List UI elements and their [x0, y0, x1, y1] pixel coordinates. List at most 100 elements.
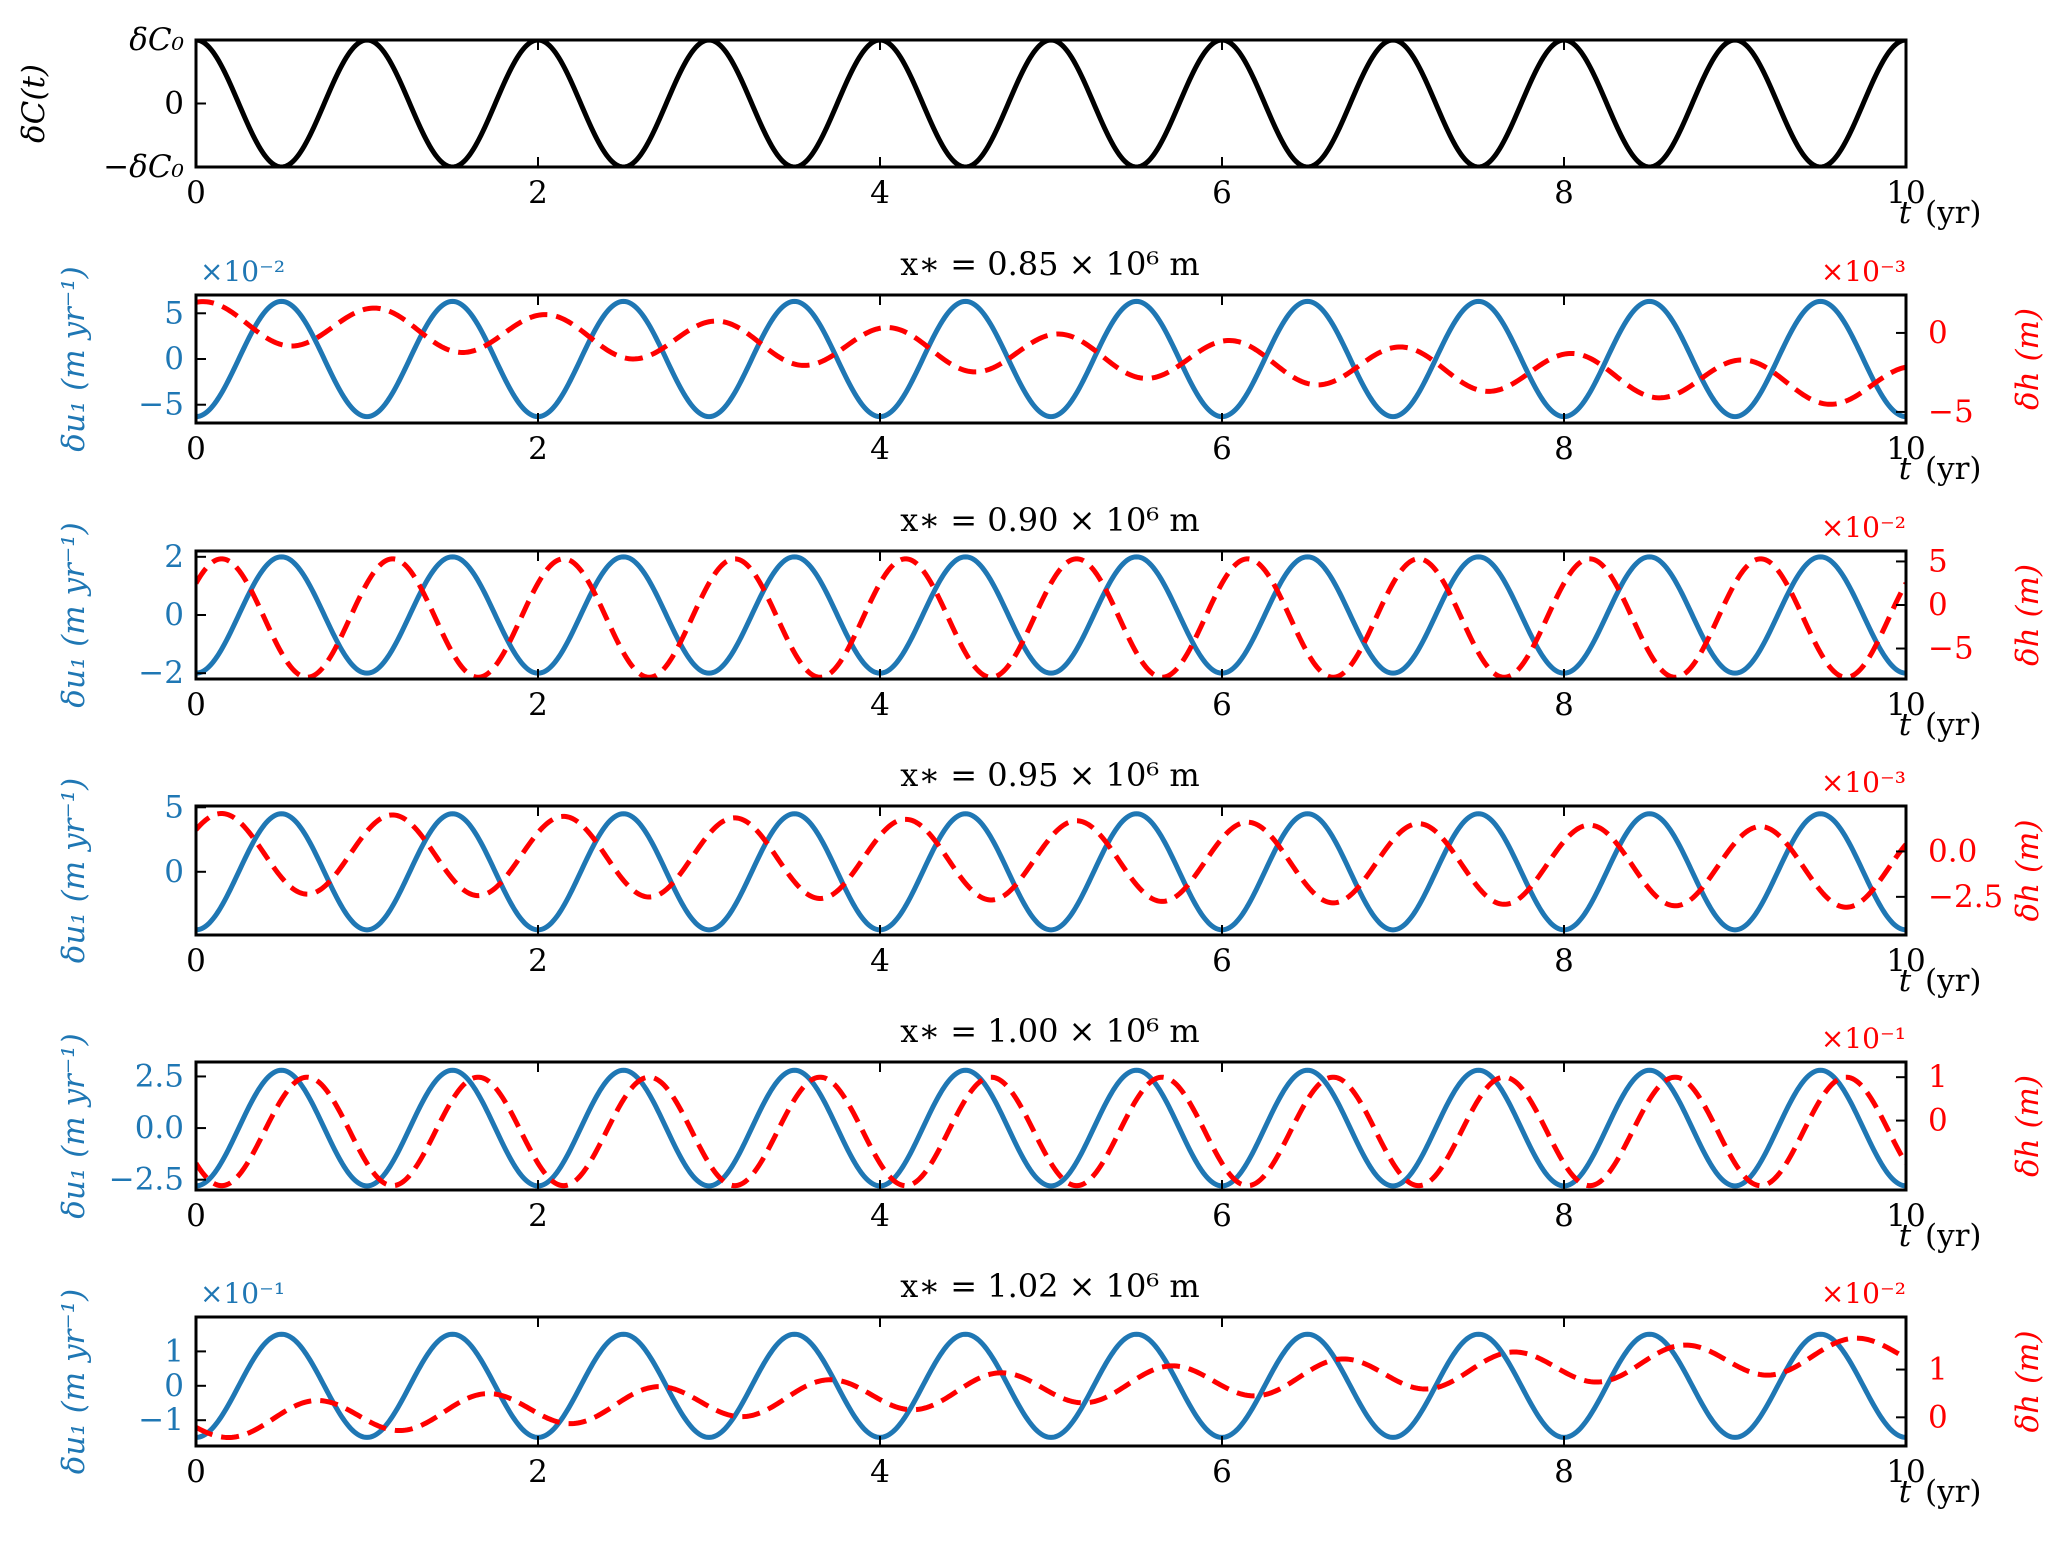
x-tick-label: 10	[1886, 1198, 1925, 1234]
y-axis-label-left: δu₁ (m yr⁻¹)	[56, 778, 92, 963]
y-tick-label-left: 5	[164, 789, 184, 825]
x-tick-label: 8	[1554, 687, 1574, 723]
x-tick-label: 2	[528, 943, 548, 979]
y-tick-label-left: 1	[164, 1333, 184, 1369]
panel-title: x∗ = 0.85 × 10⁶ m	[900, 245, 1199, 283]
x-tick-label: 0	[186, 687, 206, 723]
y-axis-label-right: δh (m)	[2010, 1330, 2046, 1432]
x-tick-label: 4	[870, 943, 890, 979]
x-tick-label: 4	[870, 687, 890, 723]
y-tick-label-left: −δC₀	[103, 149, 184, 185]
x-tick-label: 4	[870, 175, 890, 211]
y-axis-label-left: δu₁ (m yr⁻¹)	[56, 266, 92, 451]
y-axis-label-left: δu₁ (m yr⁻¹)	[56, 1033, 92, 1218]
y-tick-label-right: 0.0	[1928, 833, 1977, 869]
x-tick-label: 4	[870, 1454, 890, 1490]
x-tick-label: 6	[1212, 1198, 1232, 1234]
x-tick-label: 6	[1212, 1454, 1232, 1490]
axes-frame	[194, 549, 1908, 681]
series-line-blue	[196, 554, 1906, 676]
left-multiplier: ×10⁻¹	[200, 1277, 285, 1310]
x-tick-label: 6	[1212, 431, 1232, 467]
x-axis-label-unit: (yr)	[1925, 451, 1982, 487]
x-tick-label: 8	[1554, 431, 1574, 467]
x-tick-label: 10	[1886, 1454, 1925, 1490]
y-tick-label-right: 0	[1928, 1103, 1948, 1139]
panel-title: x∗ = 0.90 × 10⁶ m	[900, 501, 1199, 539]
x-axis-label-unit: (yr)	[1925, 1474, 1982, 1510]
x-tick-label: 8	[1554, 1454, 1574, 1490]
x-tick-label: 8	[1554, 1198, 1574, 1234]
y-axis-label-right: δh (m)	[2010, 564, 2046, 666]
x-axis-label-unit: (yr)	[1925, 707, 1982, 743]
x-tick-label: 4	[870, 1198, 890, 1234]
x-tick-label: 2	[528, 1198, 548, 1234]
x-tick-label: 2	[528, 1454, 548, 1490]
y-axis-label-right: δh (m)	[2010, 1075, 2046, 1177]
y-tick-label-left: 5	[164, 295, 184, 331]
series-line-red-dashed	[196, 299, 1906, 407]
y-tick-label-left: −2	[138, 655, 184, 691]
x-tick-label: 0	[186, 175, 206, 211]
y-axis-label-right: δh (m)	[2010, 819, 2046, 921]
y-tick-label-right: 1	[1928, 1352, 1948, 1388]
panel-3: 0 2 4 6 8 10t (yr) 5 0 0.0 −2.5 x∗ = 0.95 × 10⁶ m ×1…	[56, 756, 2046, 999]
right-multiplier: ×10⁻²	[1821, 511, 1906, 544]
x-axis-label-var: t	[1899, 195, 1912, 231]
right-multiplier: ×10⁻³	[1821, 255, 1906, 288]
series-line-blue	[196, 298, 1906, 420]
y-tick-label-right: −5	[1928, 394, 1974, 430]
y-tick-label-left: −5	[138, 387, 184, 423]
right-multiplier: ×10⁻³	[1821, 766, 1906, 799]
x-tick-label: 6	[1212, 175, 1232, 211]
panel-title: x∗ = 1.00 × 10⁶ m	[900, 1012, 1199, 1050]
x-axis-label-unit: (yr)	[1925, 1218, 1982, 1254]
panel-1: 0 2 4 6 8 10t (yr)50−50−5x∗ = 0.85 × 10⁶ m×10⁻…	[56, 245, 2046, 487]
x-tick-label: 0	[186, 1454, 206, 1490]
right-multiplier: ×10⁻²	[1821, 1277, 1906, 1310]
x-axis-label-var: t	[1899, 1218, 1912, 1254]
panel-2: 0 2 4 6 8 10t (yr)20−250−5x∗ = 0.90 × 10⁶ m ×10…	[56, 501, 2046, 743]
y-tick-label-left: 0	[164, 341, 184, 377]
x-tick-label: 10	[1886, 687, 1925, 723]
x-tick-label: 10	[1886, 431, 1925, 467]
x-axis-label-var: t	[1899, 707, 1912, 743]
series-line-red-dashed	[196, 556, 1906, 679]
y-axis-label-left: δC(t)	[16, 64, 52, 143]
y-tick-label-right: 0	[1928, 1399, 1948, 1435]
series-line-blue	[196, 1331, 1906, 1440]
axes-frame	[194, 293, 1908, 425]
y-tick-label-left: δC₀	[129, 22, 184, 58]
panel-title: x∗ = 0.95 × 10⁶ m	[900, 756, 1199, 794]
x-tick-label: 0	[186, 943, 206, 979]
x-tick-label: 4	[870, 431, 890, 467]
y-tick-label-left: 0	[164, 597, 184, 633]
axes-frame	[194, 804, 1908, 937]
y-tick-label-right: −2.5	[1928, 879, 2003, 915]
x-tick-label: 2	[528, 687, 548, 723]
y-tick-label-right: −5	[1928, 631, 1974, 667]
series-line-blue	[196, 1067, 1906, 1189]
y-axis-label-right: δh (m)	[2010, 308, 2046, 410]
x-axis-label-var: t	[1899, 1474, 1912, 1510]
y-tick-label-left: 2.5	[135, 1058, 184, 1094]
y-tick-label-left: 0	[164, 854, 184, 890]
x-tick-label: 2	[528, 175, 548, 211]
series-line-red-dashed	[196, 810, 1906, 910]
axes-frame	[194, 38, 1908, 169]
series-line-red-dashed	[196, 1074, 1906, 1189]
x-axis-label-unit: (yr)	[1925, 195, 1982, 231]
x-tick-label: 2	[528, 431, 548, 467]
y-tick-label-left: 0	[164, 86, 184, 122]
y-axis-label-left: δu₁ (m yr⁻¹)	[56, 1289, 92, 1474]
left-multiplier: ×10⁻²	[200, 255, 285, 288]
x-tick-label: 8	[1554, 175, 1574, 211]
y-tick-label-right: 1	[1928, 1059, 1948, 1095]
y-tick-label-left: 0	[164, 1368, 184, 1404]
x-tick-label: 6	[1212, 943, 1232, 979]
y-tick-label-left: −1	[138, 1402, 184, 1438]
x-tick-label: 0	[186, 1198, 206, 1234]
y-tick-label-left: 0.0	[135, 1110, 184, 1146]
